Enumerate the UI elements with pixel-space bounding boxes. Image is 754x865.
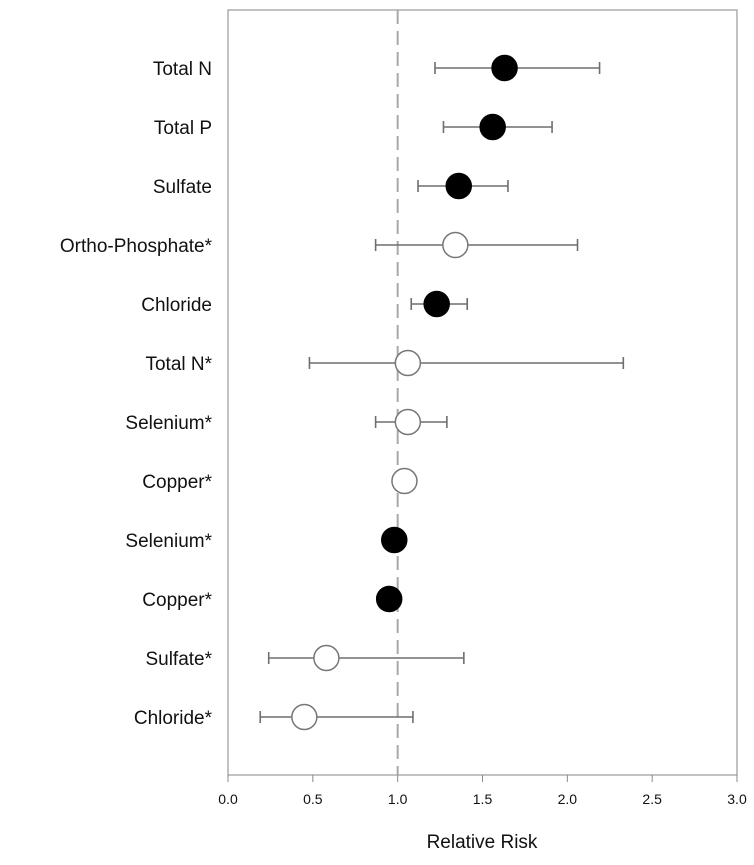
x-tick-label: 2.5 (642, 791, 662, 807)
forest-row: Ortho-Phosphate* (60, 231, 579, 259)
row-label: Selenium* (125, 413, 212, 434)
forest-row: Copper* (142, 467, 418, 495)
forest-row: Total P (154, 113, 553, 141)
point-filled (491, 54, 518, 82)
row-label: Sulfate* (145, 649, 212, 670)
forest-row: Total N (153, 54, 601, 82)
point-open (291, 703, 318, 731)
forest-row: Chloride (141, 290, 469, 318)
forest-row: Sulfate* (145, 644, 465, 672)
data-rows: Total N Total P Sulfate Ortho-Phosphate* Chl… (60, 54, 625, 731)
point-filled (445, 172, 472, 200)
row-label: Sulfate (153, 177, 212, 198)
x-tick-label: 2.0 (558, 791, 578, 807)
row-label: Chloride* (134, 708, 213, 729)
x-tick-label: 0.5 (303, 791, 323, 807)
point-filled (423, 290, 450, 318)
forest-row: Selenium* (125, 526, 408, 554)
x-tick-label: 0.0 (218, 791, 238, 807)
point-open (394, 349, 422, 377)
row-label: Chloride (141, 295, 212, 316)
forest-row: Chloride* (134, 703, 414, 731)
forest-row: Selenium* (125, 408, 448, 436)
point-open (391, 467, 418, 495)
row-label: Total N (153, 59, 212, 80)
row-label: Total N* (145, 354, 212, 375)
forest-row: Copper* (142, 585, 403, 613)
row-label: Ortho-Phosphate* (60, 236, 213, 257)
row-label: Selenium* (125, 531, 212, 552)
point-filled (375, 585, 403, 613)
point-filled (479, 113, 506, 141)
row-label: Copper* (142, 472, 212, 493)
x-tick-label: 3.0 (727, 791, 747, 807)
x-tick-label: 1.0 (388, 791, 408, 807)
row-label: Total P (154, 118, 212, 139)
point-open (442, 231, 469, 259)
x-axis-ticks: 0.0 0.5 1.0 1.5 2.0 2.5 3.0 (218, 775, 747, 807)
x-axis-title: Relative Risk (427, 832, 538, 853)
forest-row: Total N* (145, 349, 625, 377)
x-tick-label: 1.5 (473, 791, 493, 807)
forest-row: Sulfate (153, 172, 509, 200)
point-open (313, 644, 340, 672)
point-open (394, 408, 422, 436)
point-filled (381, 526, 408, 554)
row-label: Copper* (142, 590, 212, 611)
